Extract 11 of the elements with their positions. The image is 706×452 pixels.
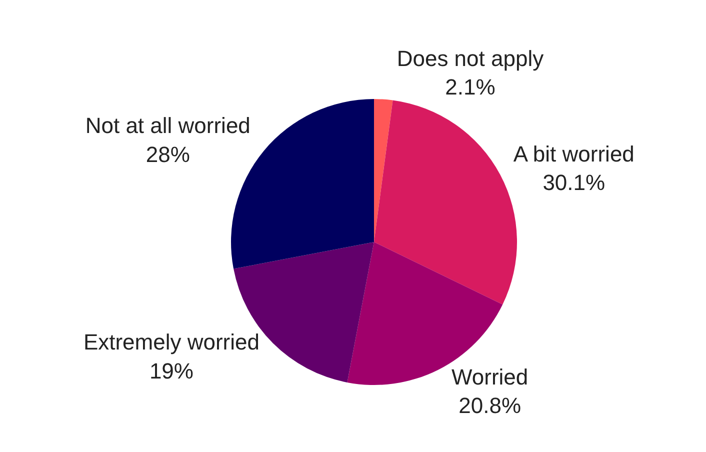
slice-label: Extremely worried	[83, 330, 260, 355]
slice-label: A bit worried	[513, 141, 634, 166]
pie-slice	[374, 99, 393, 242]
slice-label: Worried	[452, 364, 528, 390]
slice-label: Does not apply	[396, 46, 544, 71]
data-label: 19%	[149, 358, 194, 384]
data-label: 28%	[146, 142, 190, 167]
slice-label: Not at all worried	[85, 113, 250, 138]
data-label: 20.8%	[458, 393, 522, 418]
data-label: 30.1%	[542, 170, 606, 196]
data-label: 2.1%	[445, 74, 496, 100]
